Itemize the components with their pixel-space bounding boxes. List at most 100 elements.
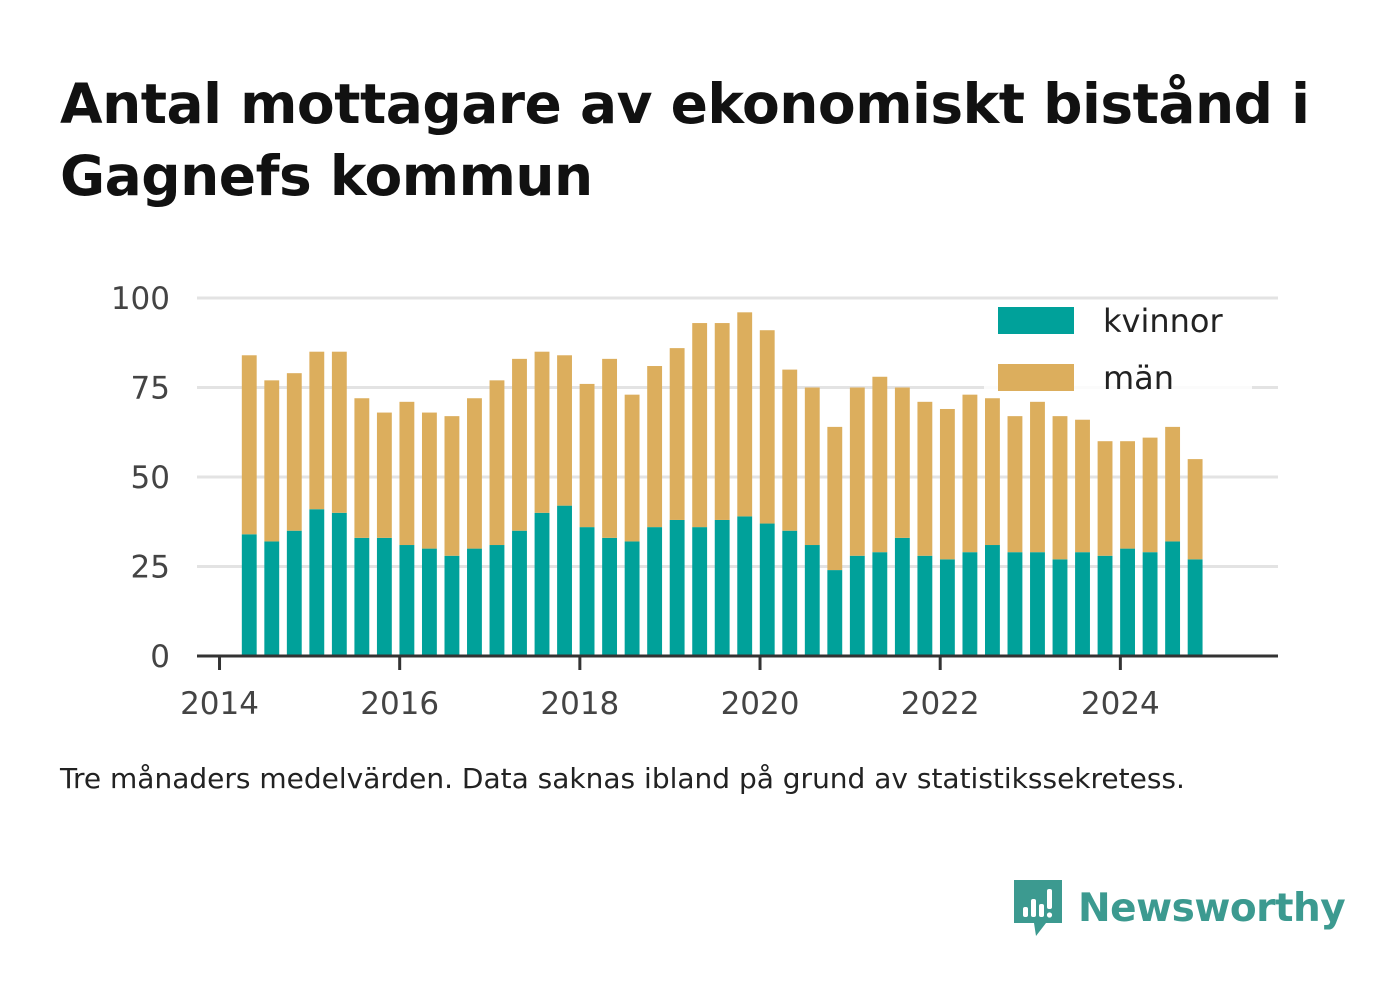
bar-man-25 xyxy=(804,387,820,546)
bar-man-0 xyxy=(241,355,257,535)
bar-man-22 xyxy=(737,312,753,517)
x-tick-label-2016: 2016 xyxy=(360,686,439,722)
bar-man-18 xyxy=(647,366,663,528)
y-tick-label-100: 100 xyxy=(111,281,170,317)
bar-man-38 xyxy=(1097,441,1113,556)
newsworthy-logo-icon xyxy=(1014,880,1062,936)
bar-man-32 xyxy=(962,394,978,553)
bar-kvinnor-14 xyxy=(557,505,572,656)
y-axis-ticks: 0 25 50 75 100 xyxy=(111,281,170,675)
bar-kvinnor-41 xyxy=(1165,541,1181,656)
bar-kvinnor-16 xyxy=(602,537,618,656)
legend-swatch-kvinnor xyxy=(998,307,1074,334)
bar-man-35 xyxy=(1030,401,1045,553)
bar-kvinnor-34 xyxy=(1007,552,1023,656)
bar-kvinnor-26 xyxy=(827,570,843,656)
bars xyxy=(241,312,1203,656)
bar-man-10 xyxy=(467,398,482,549)
x-tick-label-2020: 2020 xyxy=(721,686,800,722)
bar-kvinnor-32 xyxy=(962,552,978,656)
bar-kvinnor-10 xyxy=(467,548,482,656)
bar-kvinnor-35 xyxy=(1030,552,1045,656)
bar-kvinnor-17 xyxy=(624,541,640,656)
bar-kvinnor-21 xyxy=(714,519,730,656)
chart-caption: Tre månaders medelvärden. Data saknas ib… xyxy=(60,762,1185,795)
y-tick-label-50: 50 xyxy=(131,460,170,496)
bar-man-37 xyxy=(1075,419,1090,553)
brand-name: Newsworthy xyxy=(1078,885,1346,931)
y-tick-label-25: 25 xyxy=(131,550,170,586)
bar-kvinnor-9 xyxy=(444,555,460,656)
brand: Newsworthy xyxy=(1010,876,1346,940)
bar-man-1 xyxy=(264,380,280,542)
bar-man-23 xyxy=(759,330,775,524)
bar-man-6 xyxy=(376,412,392,538)
legend: kvinnor män xyxy=(984,300,1252,397)
bar-man-27 xyxy=(849,387,865,556)
bar-man-15 xyxy=(579,383,595,528)
bar-man-8 xyxy=(421,412,437,549)
bar-man-20 xyxy=(692,323,708,528)
bar-man-4 xyxy=(331,351,347,513)
bar-man-7 xyxy=(399,401,415,546)
bar-man-11 xyxy=(489,380,505,546)
bar-kvinnor-31 xyxy=(939,559,955,656)
bar-man-26 xyxy=(827,426,843,571)
bar-man-39 xyxy=(1120,441,1135,549)
bar-kvinnor-19 xyxy=(669,519,685,656)
legend-label-man: män xyxy=(1103,359,1174,397)
bar-kvinnor-0 xyxy=(241,534,257,656)
bar-kvinnor-39 xyxy=(1120,548,1135,656)
bar-kvinnor-37 xyxy=(1075,552,1090,656)
x-tick-label-2022: 2022 xyxy=(901,686,980,722)
bar-kvinnor-2 xyxy=(286,530,302,656)
bar-kvinnor-40 xyxy=(1142,552,1158,656)
bar-man-17 xyxy=(624,394,640,542)
bar-kvinnor-25 xyxy=(804,545,820,656)
bar-man-9 xyxy=(444,416,460,556)
bar-kvinnor-5 xyxy=(354,537,370,656)
bar-kvinnor-29 xyxy=(894,537,910,656)
bar-man-16 xyxy=(602,358,618,538)
bar-kvinnor-11 xyxy=(489,545,505,656)
bar-man-41 xyxy=(1165,426,1181,542)
bar-kvinnor-38 xyxy=(1097,555,1113,656)
x-tick-label-2018: 2018 xyxy=(540,686,619,722)
bar-man-29 xyxy=(894,387,910,538)
bar-kvinnor-42 xyxy=(1187,559,1203,656)
legend-swatch-man xyxy=(998,364,1074,391)
legend-label-kvinnor: kvinnor xyxy=(1103,302,1224,340)
y-tick-label-75: 75 xyxy=(131,371,170,407)
bar-kvinnor-4 xyxy=(331,512,347,656)
bar-man-12 xyxy=(512,358,527,531)
bar-kvinnor-36 xyxy=(1052,559,1068,656)
bar-man-3 xyxy=(309,351,325,510)
chart-title: Antal mottagare av ekonomiskt bistånd i … xyxy=(60,72,1310,208)
x-axis: 2014 2016 2018 2020 2022 2024 xyxy=(180,654,1278,722)
y-tick-label-0: 0 xyxy=(150,639,170,675)
bar-man-40 xyxy=(1142,437,1158,553)
bar-kvinnor-6 xyxy=(376,537,392,656)
bar-kvinnor-27 xyxy=(849,555,865,656)
bar-man-5 xyxy=(354,398,370,538)
bar-kvinnor-28 xyxy=(872,552,888,656)
bar-man-42 xyxy=(1187,459,1203,560)
bar-kvinnor-30 xyxy=(917,555,933,656)
bar-kvinnor-7 xyxy=(399,545,415,656)
bar-man-31 xyxy=(939,408,955,560)
bar-kvinnor-1 xyxy=(264,541,280,656)
x-tick-label-2014: 2014 xyxy=(180,686,259,722)
x-tick-label-2024: 2024 xyxy=(1081,686,1160,722)
bar-man-33 xyxy=(985,398,1000,546)
bar-man-21 xyxy=(714,323,730,520)
bar-man-13 xyxy=(534,351,550,513)
bar-kvinnor-15 xyxy=(579,527,595,656)
bar-kvinnor-24 xyxy=(782,530,798,656)
bar-man-2 xyxy=(286,373,302,531)
bar-kvinnor-22 xyxy=(737,516,753,656)
bar-man-14 xyxy=(557,355,572,506)
bar-man-30 xyxy=(917,401,933,556)
bar-man-34 xyxy=(1007,416,1023,553)
bar-man-24 xyxy=(782,369,798,531)
bar-kvinnor-3 xyxy=(309,509,325,656)
